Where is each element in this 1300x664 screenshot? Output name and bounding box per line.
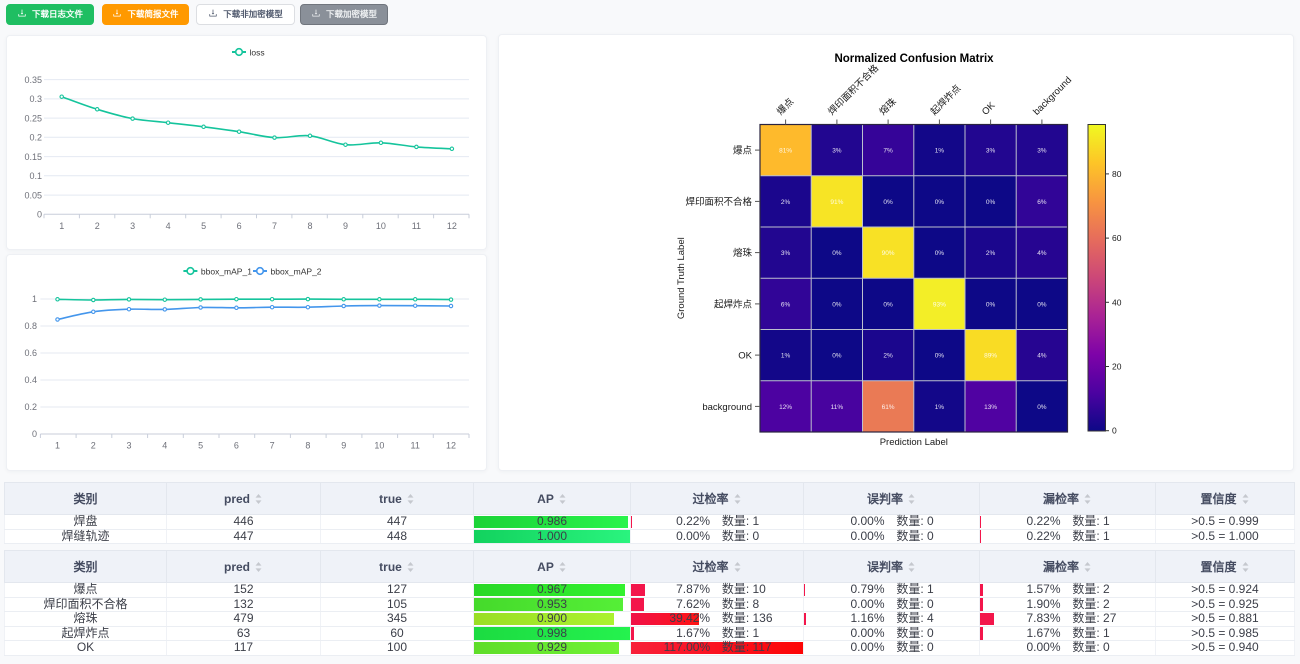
- svg-text:4%: 4%: [1037, 353, 1047, 360]
- svg-text:20: 20: [1112, 362, 1122, 372]
- svg-text:2%: 2%: [986, 250, 996, 257]
- svg-text:Ground Truth Label: Ground Truth Label: [676, 237, 687, 319]
- svg-text:40: 40: [1112, 297, 1122, 307]
- svg-text:60: 60: [1112, 233, 1122, 243]
- svg-text:6: 6: [234, 441, 239, 451]
- svg-text:0.4: 0.4: [24, 375, 37, 385]
- svg-text:7: 7: [272, 221, 277, 231]
- svg-text:81%: 81%: [779, 148, 792, 155]
- svg-text:起焊炸点: 起焊炸点: [714, 298, 753, 310]
- svg-text:89%: 89%: [984, 353, 997, 360]
- svg-text:background: background: [1031, 75, 1074, 118]
- svg-text:0.2: 0.2: [24, 402, 37, 412]
- svg-text:0%: 0%: [832, 353, 842, 360]
- svg-text:2: 2: [95, 221, 100, 231]
- svg-text:90%: 90%: [882, 250, 895, 257]
- svg-text:1: 1: [32, 294, 37, 304]
- svg-text:0%: 0%: [935, 250, 945, 257]
- svg-text:93%: 93%: [933, 301, 946, 308]
- svg-text:0.2: 0.2: [29, 133, 42, 143]
- svg-text:爆点: 爆点: [774, 95, 796, 117]
- svg-text:起焊炸点: 起焊炸点: [928, 82, 964, 118]
- svg-text:0: 0: [32, 429, 37, 439]
- svg-text:6%: 6%: [1037, 199, 1047, 206]
- svg-text:4%: 4%: [1037, 250, 1047, 257]
- svg-text:9: 9: [341, 441, 346, 451]
- svg-text:10: 10: [374, 441, 384, 451]
- svg-text:91%: 91%: [830, 199, 843, 206]
- svg-text:Normalized Confusion Matrix: Normalized Confusion Matrix: [834, 53, 994, 65]
- svg-text:11: 11: [411, 441, 420, 451]
- svg-text:0%: 0%: [883, 199, 893, 206]
- svg-text:bbox_mAP_2: bbox_mAP_2: [271, 266, 322, 276]
- svg-text:12: 12: [447, 221, 457, 231]
- svg-text:12%: 12%: [779, 404, 792, 411]
- svg-text:4: 4: [162, 441, 167, 451]
- svg-text:8: 8: [307, 221, 312, 231]
- svg-text:1%: 1%: [935, 148, 945, 155]
- svg-text:4: 4: [166, 221, 171, 231]
- svg-text:10: 10: [376, 221, 386, 231]
- svg-text:3: 3: [130, 221, 135, 231]
- svg-text:0: 0: [1112, 426, 1117, 436]
- svg-text:1: 1: [55, 441, 60, 451]
- svg-text:0%: 0%: [986, 199, 996, 206]
- svg-text:bbox_mAP_1: bbox_mAP_1: [201, 266, 252, 276]
- svg-text:8: 8: [305, 441, 310, 451]
- svg-text:0.35: 0.35: [24, 75, 42, 85]
- svg-text:61%: 61%: [882, 404, 895, 411]
- svg-text:3: 3: [126, 441, 131, 451]
- svg-text:2%: 2%: [883, 353, 893, 360]
- svg-text:7: 7: [270, 441, 275, 451]
- svg-text:0.05: 0.05: [24, 190, 42, 200]
- svg-text:0%: 0%: [883, 301, 893, 308]
- svg-text:9: 9: [343, 221, 348, 231]
- svg-text:3%: 3%: [986, 148, 996, 155]
- svg-text:11%: 11%: [831, 404, 844, 411]
- svg-text:0.15: 0.15: [24, 152, 42, 162]
- svg-text:0%: 0%: [1037, 404, 1047, 411]
- svg-text:0.1: 0.1: [29, 171, 42, 181]
- svg-text:5: 5: [198, 441, 203, 451]
- svg-text:3%: 3%: [832, 148, 842, 155]
- svg-text:3%: 3%: [1037, 148, 1047, 155]
- svg-text:13%: 13%: [984, 404, 997, 411]
- svg-text:熔珠: 熔珠: [877, 95, 899, 117]
- svg-text:0%: 0%: [935, 353, 945, 360]
- svg-text:loss: loss: [250, 47, 265, 57]
- svg-text:2%: 2%: [781, 199, 791, 206]
- svg-text:0.6: 0.6: [24, 348, 37, 358]
- svg-text:爆点: 爆点: [733, 145, 753, 157]
- svg-text:0.25: 0.25: [24, 113, 42, 123]
- svg-text:background: background: [702, 402, 752, 413]
- svg-text:焊印面积不合格: 焊印面积不合格: [826, 62, 882, 118]
- svg-text:1: 1: [59, 221, 64, 231]
- svg-text:焊印面积不合格: 焊印面积不合格: [685, 196, 752, 208]
- svg-text:6: 6: [237, 221, 242, 231]
- svg-text:1%: 1%: [935, 404, 945, 411]
- svg-text:11: 11: [412, 221, 421, 231]
- svg-text:0%: 0%: [935, 199, 945, 206]
- svg-text:0.3: 0.3: [29, 94, 42, 104]
- svg-text:Prediction Label: Prediction Label: [880, 437, 948, 448]
- svg-text:80: 80: [1112, 169, 1122, 179]
- svg-text:0%: 0%: [986, 301, 996, 308]
- svg-text:2: 2: [91, 441, 96, 451]
- svg-text:0%: 0%: [832, 250, 842, 257]
- svg-text:0%: 0%: [1037, 301, 1047, 308]
- svg-text:7%: 7%: [883, 148, 893, 155]
- svg-text:6%: 6%: [781, 301, 791, 308]
- svg-text:3%: 3%: [781, 250, 791, 257]
- svg-text:0.8: 0.8: [24, 321, 37, 331]
- svg-text:熔珠: 熔珠: [733, 247, 753, 259]
- svg-text:0%: 0%: [832, 301, 842, 308]
- svg-text:12: 12: [446, 441, 456, 451]
- svg-text:OK: OK: [738, 351, 752, 362]
- svg-text:5: 5: [201, 221, 206, 231]
- svg-text:1%: 1%: [781, 353, 791, 360]
- svg-text:0: 0: [37, 210, 42, 220]
- svg-text:OK: OK: [980, 100, 998, 118]
